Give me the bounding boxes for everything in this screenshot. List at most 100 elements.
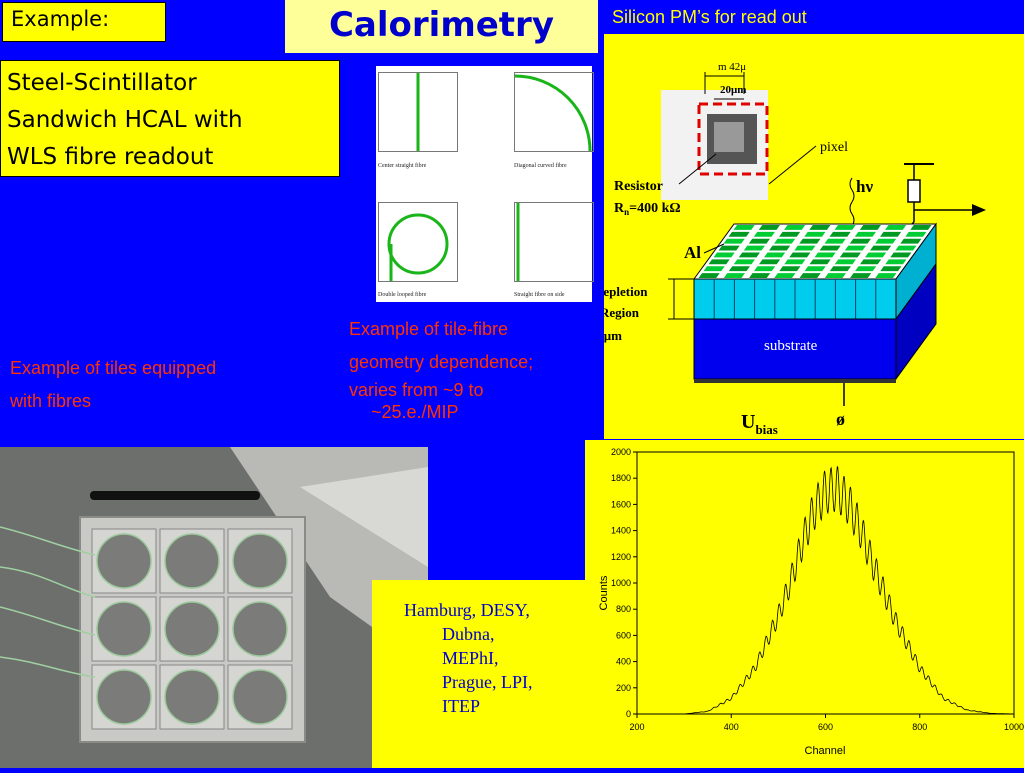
sipm-pixel <box>774 273 796 278</box>
sipm-pixel <box>814 252 836 258</box>
ubias-subscript: bias <box>755 422 777 437</box>
y-tick-label: 1200 <box>611 552 631 562</box>
sipm-pixel <box>895 245 917 251</box>
sipm-pixel <box>870 245 892 251</box>
resistor-symbol: R <box>614 201 625 216</box>
sipm-pixel <box>799 238 821 244</box>
sipm-pixel <box>885 225 907 230</box>
pixel-grid <box>698 225 932 278</box>
pixel-highlight-box <box>697 102 769 176</box>
sipm-pixel <box>759 259 781 265</box>
sipm-pixel <box>819 245 841 251</box>
hcal-line: Steel-Scintillator <box>7 70 197 96</box>
tile-fibre-loop <box>96 533 152 589</box>
ubias-main: U <box>741 411 755 433</box>
photon-wave <box>849 177 855 227</box>
institute-line: Dubna, <box>442 624 495 644</box>
load-resistor-icon <box>907 179 921 203</box>
resistor-value: Rn=400 kΩ <box>614 201 681 217</box>
fibre-caption: Double looped fibre <box>378 292 427 298</box>
x-axis: 200 400 600 800 1000 <box>629 714 1024 732</box>
x-tick-label: 600 <box>818 722 833 732</box>
sipm-pixel <box>799 273 821 278</box>
sipm-pixel <box>733 225 755 230</box>
sipm-pixel <box>855 266 877 272</box>
x-axis-label: Channel <box>805 745 846 757</box>
tile-fibre-loop <box>164 669 220 725</box>
y-axis-label: Counts <box>598 575 610 610</box>
sipm-pixel <box>784 225 806 230</box>
double-looped-fibre-drawing <box>387 213 449 281</box>
institute-line: Prague, LPI, <box>442 672 533 692</box>
x-tick-label: 200 <box>629 722 644 732</box>
dim-inner-label: 20μm <box>720 84 746 96</box>
aluminium-block-highlight <box>300 467 428 567</box>
tile-fibre-caption-line: varies from ~9 to <box>349 380 484 400</box>
x-tick-label: 1000 <box>1004 722 1024 732</box>
tile-fibre-loop <box>164 601 220 657</box>
institutes-box: Hamburg, DESY, Dubna, MEPhI, Prague, LPI… <box>372 580 586 768</box>
sipm-pixel <box>890 252 912 258</box>
sipm-pixel <box>708 259 730 265</box>
bottom-contact <box>694 379 896 383</box>
substrate-side <box>895 262 937 381</box>
sipm-heading: Silicon PM’s for read out <box>612 7 807 27</box>
sipm-pixel <box>850 273 872 278</box>
sipm-pixel <box>743 245 765 251</box>
sipm-pixel <box>829 266 851 272</box>
sipm-pixel <box>880 266 902 272</box>
side-straight-fibre-drawing <box>516 203 520 281</box>
institute-line: MEPhI, <box>442 648 499 668</box>
fibre-geometry-panel: Center straight fibre Diagonal curved fi… <box>376 66 594 302</box>
resistor-eq: =400 kΩ <box>629 201 680 216</box>
sipm-pixel <box>758 225 780 230</box>
sipm-pixel <box>859 225 881 230</box>
tile-fibre-loop <box>96 601 152 657</box>
sipm-pixel <box>789 252 811 258</box>
sipm-pixel <box>865 252 887 258</box>
substrate-label: substrate <box>764 338 818 354</box>
y-tick-label: 1400 <box>611 526 631 536</box>
sipm-pixel <box>880 231 902 237</box>
sipm-pixel <box>824 238 846 244</box>
sipm-pixel <box>854 231 876 237</box>
page-title: Calorimetry <box>285 0 598 53</box>
sipm-pixel <box>728 266 750 272</box>
tiles-caption: Example of tiles equipped with fibres <box>10 352 310 418</box>
sipm-pixel <box>844 245 866 251</box>
hcal-description: Steel-Scintillator Sandwich HCAL with WL… <box>0 60 340 177</box>
y-tick-label: 0 <box>626 709 631 719</box>
tile-fibre-loop <box>232 669 288 725</box>
sipm-pixel <box>834 225 856 230</box>
pixel-label: pixel <box>820 140 848 155</box>
tile-fibre-caption: Example of tile-fibre geometry dependenc… <box>349 313 599 423</box>
sipm-pixel <box>728 231 750 237</box>
diagonal-curved-fibre-drawing <box>514 74 592 152</box>
resistor-subscript: n <box>624 207 629 217</box>
sipm-pixel <box>875 273 897 278</box>
sipm-pixel <box>779 266 801 272</box>
sipm-pixel <box>753 231 775 237</box>
spectrum-chart-panel: 200 400 600 800 1000 0 200 400 600 800 1000 1200 14… <box>585 440 1024 768</box>
fibre-caption: Straight fibre on side <box>514 292 565 298</box>
x-tick-label: 800 <box>912 722 927 732</box>
center-straight-fibre-drawing <box>416 73 420 151</box>
sipm-pixel <box>809 259 831 265</box>
tile-fibre-caption-line: ~25.e./MIP <box>371 402 459 422</box>
fibre-caption: Diagonal curved fibre <box>514 163 567 169</box>
fibre-tile-double-looped <box>378 202 458 282</box>
sipm-pixel <box>804 266 826 272</box>
dim-top-label: m 42μ <box>718 61 746 73</box>
sipm-pixel <box>749 273 771 278</box>
depletion-label: Depletion <box>604 284 648 299</box>
y-tick-label: 600 <box>616 630 631 640</box>
y-tick-label: 1600 <box>611 499 631 509</box>
spectrum-series-line <box>637 465 1014 715</box>
sipm-pixel <box>829 231 851 237</box>
sipm-pixel <box>738 252 760 258</box>
fibre-tile-center-straight <box>378 72 458 152</box>
sipm-pixel <box>703 266 725 272</box>
region-label: Region <box>604 305 640 320</box>
sipm-pixel <box>885 259 907 265</box>
sipm-pixel <box>713 252 735 258</box>
